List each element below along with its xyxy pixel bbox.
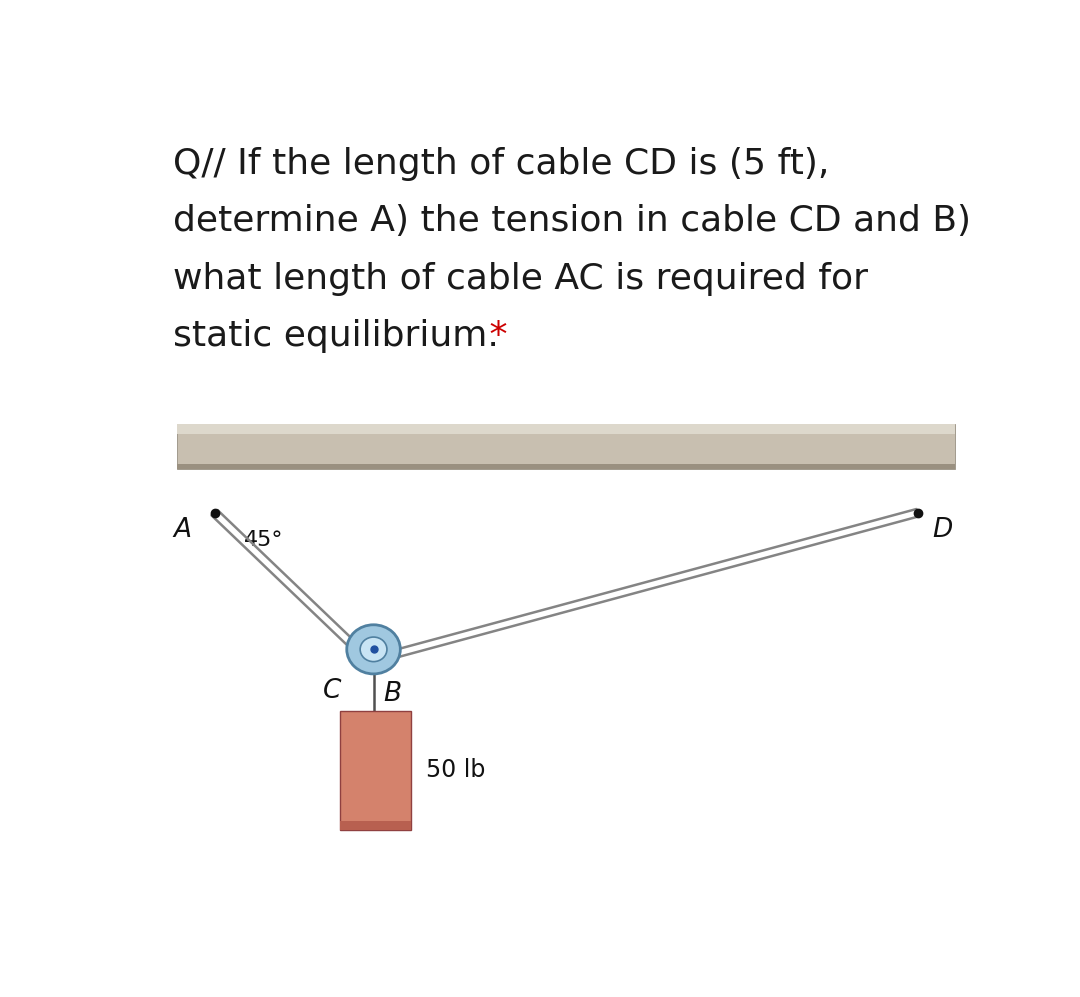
Text: B: B: [383, 681, 402, 707]
Bar: [177, 464, 956, 469]
Text: what length of cable AC is required for: what length of cable AC is required for: [173, 261, 867, 296]
Text: A: A: [173, 516, 191, 542]
Text: static equilibrium.: static equilibrium.: [173, 319, 499, 353]
Circle shape: [360, 637, 387, 662]
Circle shape: [347, 625, 401, 674]
Text: 50 lb: 50 lb: [427, 759, 486, 783]
Bar: [177, 425, 956, 469]
Text: Q// If the length of cable CD is (5 ft),: Q// If the length of cable CD is (5 ft),: [173, 147, 829, 180]
Text: *: *: [478, 319, 508, 353]
Text: D: D: [933, 516, 953, 542]
Text: 45°: 45°: [244, 529, 283, 549]
Text: determine A) the tension in cable CD and B): determine A) the tension in cable CD and…: [173, 204, 971, 238]
Bar: [177, 425, 956, 435]
Text: C: C: [323, 678, 341, 704]
Bar: [340, 711, 411, 830]
Bar: [340, 822, 411, 830]
